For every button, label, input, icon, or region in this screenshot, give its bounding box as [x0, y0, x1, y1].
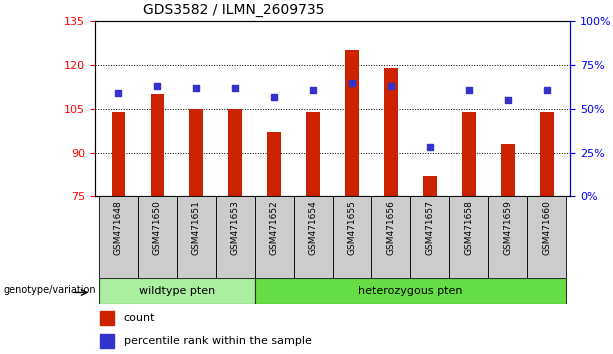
- Point: [386, 83, 396, 89]
- Bar: [99, 278, 254, 304]
- Point: [269, 94, 279, 99]
- Text: GSM471657: GSM471657: [425, 200, 435, 256]
- Bar: [384, 68, 398, 196]
- Bar: [449, 196, 489, 278]
- Bar: [501, 144, 514, 196]
- Bar: [229, 109, 242, 196]
- Text: GSM471651: GSM471651: [192, 200, 201, 256]
- Bar: [371, 196, 411, 278]
- Point: [503, 97, 512, 103]
- Bar: [411, 196, 449, 278]
- Point: [308, 87, 318, 92]
- Text: GSM471652: GSM471652: [270, 200, 279, 255]
- Text: heterozygous pten: heterozygous pten: [358, 286, 463, 296]
- Point: [347, 80, 357, 85]
- Point: [464, 87, 474, 92]
- Text: GSM471650: GSM471650: [153, 200, 162, 256]
- Text: GSM471658: GSM471658: [464, 200, 473, 256]
- Bar: [423, 176, 436, 196]
- Text: percentile rank within the sample: percentile rank within the sample: [124, 336, 311, 346]
- Bar: [112, 112, 125, 196]
- Point: [153, 83, 162, 89]
- Bar: [151, 94, 164, 196]
- Text: wildtype pten: wildtype pten: [139, 286, 215, 296]
- Bar: [100, 312, 114, 325]
- Bar: [267, 132, 281, 196]
- Bar: [306, 112, 320, 196]
- Text: genotype/variation: genotype/variation: [4, 285, 96, 295]
- Bar: [216, 196, 254, 278]
- Text: GSM471659: GSM471659: [503, 200, 512, 256]
- Text: GDS3582 / ILMN_2609735: GDS3582 / ILMN_2609735: [142, 4, 324, 17]
- Bar: [254, 196, 294, 278]
- Bar: [100, 334, 114, 348]
- Bar: [345, 51, 359, 196]
- Bar: [189, 109, 203, 196]
- Text: GSM471653: GSM471653: [230, 200, 240, 256]
- Bar: [527, 196, 566, 278]
- Text: GSM471656: GSM471656: [386, 200, 395, 256]
- Bar: [138, 196, 177, 278]
- Point: [230, 85, 240, 91]
- Bar: [294, 196, 333, 278]
- Bar: [540, 112, 554, 196]
- Bar: [99, 196, 138, 278]
- Bar: [489, 196, 527, 278]
- Point: [191, 85, 201, 91]
- Point: [542, 87, 552, 92]
- Text: GSM471654: GSM471654: [308, 200, 318, 255]
- Text: GSM471655: GSM471655: [348, 200, 357, 256]
- Text: GSM471648: GSM471648: [114, 200, 123, 255]
- Bar: [177, 196, 216, 278]
- Point: [425, 144, 435, 150]
- Text: GSM471660: GSM471660: [543, 200, 551, 256]
- Bar: [254, 278, 566, 304]
- Text: count: count: [124, 313, 155, 323]
- Point: [113, 90, 123, 96]
- Bar: [462, 112, 476, 196]
- Bar: [333, 196, 371, 278]
